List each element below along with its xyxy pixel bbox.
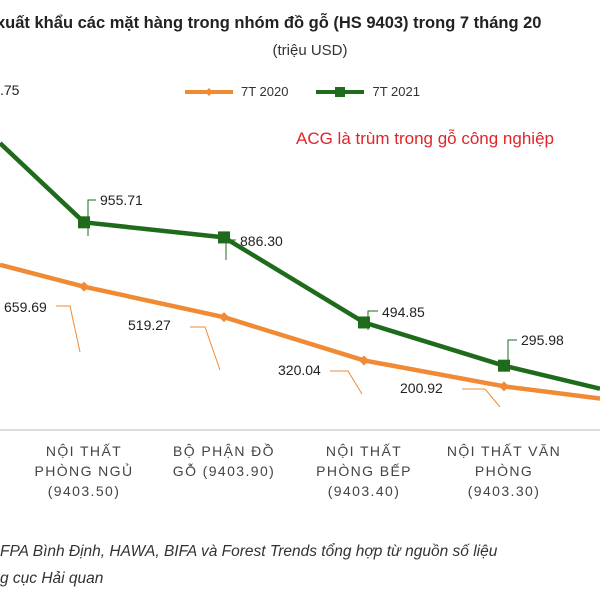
legend-item-2020: 7T 2020 [183,84,288,99]
data-label-2020-4: 200.92 [400,380,443,396]
leader-line-2020-4 [462,388,501,408]
category-label-1-line-2: PHÒNG NGỦ [35,462,134,479]
leader-line-2020-1 [56,305,81,353]
source-line-2: g cục Hải quan [0,570,104,587]
point-2021-2 [218,231,230,244]
legend-label-2021: 7T 2021 [372,84,420,99]
point-2020-4 [499,381,509,392]
annotation-text: ACG là trùm trong gỗ công nghiệp [296,129,554,148]
point-2021-4 [498,359,510,372]
category-label-4-line-1: NỘI THẤT VĂN [447,443,561,459]
category-label-2-line-1: BỘ PHẬN ĐỒ [173,442,275,459]
category-label-3-line-2: PHÒNG BẾP [316,463,412,479]
point-2020-2 [219,312,229,323]
leader-line-2021-3 [367,310,378,330]
category-label-1-line-3: (9403.50) [48,483,121,499]
legend-swatch-2021 [316,86,365,97]
data-label-2020-2: 519.27 [128,317,171,333]
category-label-4-line-3: (9403.30) [468,483,541,499]
leader-line-2021-2 [225,239,236,260]
category-label-2-line-2: GỖ (9403.90) [173,462,275,479]
point-2021-3 [358,316,370,329]
category-label-1-line-1: NỘI THẤT [46,443,122,459]
leader-line-2021-1 [87,199,96,236]
source-note: FPA Bình Định, HAWA, BIFA và Forest Tren… [0,538,600,592]
category-label-3-line-3: (9403.40) [328,483,401,499]
data-label-2021-4: 295.98 [521,332,564,348]
leader-line-2020-2 [190,326,221,371]
legend: 7T 2020 7T 2021 [183,84,446,99]
data-label-2021-2: 886.30 [240,233,283,249]
legend-label-2020: 7T 2020 [241,84,289,99]
data-label-2021-3: 494.85 [382,304,425,320]
category-label-3-line-1: NỘI THẤT [326,443,402,459]
data-label-2021-1: 955.71 [100,192,143,208]
legend-swatch-2020 [185,87,233,96]
data-label-2020-1: 659.69 [4,299,47,315]
chart-title: xuất khẩu các mặt hàng trong nhóm đồ gỗ … [0,14,542,32]
legend-item-2021: 7T 2021 [314,84,420,99]
data-label-2021-edge: .75 [0,82,20,98]
data-label-2020-3: 320.04 [278,362,321,378]
source-line-1: FPA Bình Định, HAWA, BIFA và Forest Tren… [0,543,498,560]
leader-line-2020-3 [330,370,363,395]
chart-subtitle: (triệu USD) [272,42,348,59]
point-2021-1 [78,216,90,229]
leader-line-2021-4 [507,339,517,368]
series-line-2021 [0,141,600,391]
point-2020-1 [79,281,89,292]
category-label-4-line-2: PHÒNG [475,463,533,479]
series-line-2020 [0,262,600,401]
point-2020-3 [359,355,369,366]
